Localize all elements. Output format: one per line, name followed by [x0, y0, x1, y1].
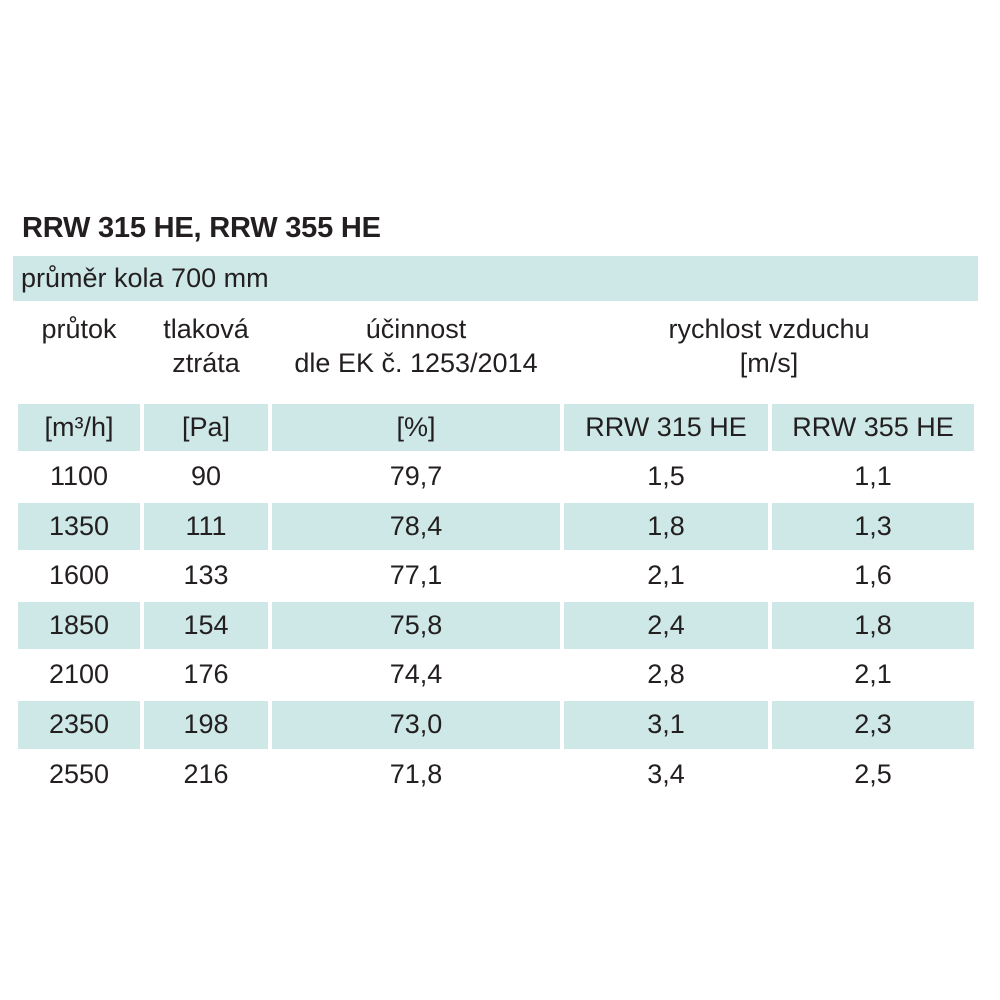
- table-cell-pressure: 176: [183, 659, 229, 690]
- header-speed: rychlost vzduchu [m/s]: [668, 314, 870, 378]
- table-cell-pressure: 111: [144, 502, 268, 551]
- unit-cell-model2: RRW 355 HE: [772, 404, 974, 451]
- table-cell-efficiency: 78,4: [272, 502, 560, 551]
- table-cell-speed1: 2,4: [564, 601, 768, 650]
- table-cell-speed2: 1,8: [772, 601, 974, 650]
- table-cell-speed1: 1,8: [564, 502, 768, 551]
- header-pressure: tlaková ztráta: [163, 314, 249, 378]
- table-cell-efficiency: 71,8: [389, 758, 443, 789]
- table-cell-flow: 2550: [48, 758, 110, 789]
- table-cell-speed2: 1,1: [854, 461, 892, 491]
- table-cell-speed2: 2,3: [772, 701, 974, 749]
- table-cell-speed2: 2,1: [854, 659, 892, 690]
- unit-cell-flow: [m³/h]: [18, 404, 140, 451]
- table-cell-pressure: 154: [144, 601, 268, 650]
- unit-cell-model1: RRW 315 HE: [564, 404, 768, 451]
- table-cell-efficiency: 77,1: [389, 560, 443, 591]
- table-cell-pressure: 198: [144, 701, 268, 749]
- table-cell-flow: 2350: [18, 701, 140, 749]
- table-cell-pressure: 90: [190, 461, 222, 491]
- header-flow: průtok: [41, 314, 117, 344]
- table-cell-flow: 2100: [48, 659, 110, 690]
- table-cell-flow: 1100: [49, 461, 109, 491]
- table-cell-pressure: 216: [183, 758, 229, 789]
- table-cell-speed1: 3,4: [647, 758, 685, 789]
- table-cell-speed1: 2,1: [647, 560, 685, 591]
- table-cell-pressure: 133: [183, 560, 229, 591]
- subtitle-bar: průměr kola 700 mm: [13, 256, 978, 301]
- table-cell-speed2: 1,6: [854, 560, 892, 591]
- table-cell-flow: 1350: [18, 502, 140, 551]
- table-title: RRW 315 HE, RRW 355 HE: [22, 212, 381, 244]
- table-cell-speed1: 1,5: [647, 461, 685, 491]
- table-cell-speed2: 1,3: [772, 502, 974, 551]
- unit-cell-efficiency: [%]: [272, 404, 560, 451]
- table-cell-speed2: 2,5: [854, 758, 892, 789]
- table-cell-efficiency: 73,0: [272, 701, 560, 749]
- table-cell-efficiency: 74,4: [389, 659, 443, 690]
- table-cell-speed1: 2,8: [647, 659, 685, 690]
- unit-cell-pressure: [Pa]: [144, 404, 268, 451]
- table-cell-efficiency: 79,7: [389, 461, 443, 491]
- table-cell-efficiency: 75,8: [272, 601, 560, 650]
- table-cell-flow: 1850: [18, 601, 140, 650]
- subtitle: průměr kola 700 mm: [21, 263, 269, 293]
- table-cell-flow: 1600: [48, 560, 110, 591]
- header-efficiency: účinnost dle EK č. 1253/2014: [294, 314, 538, 378]
- table-cell-speed1: 3,1: [564, 701, 768, 749]
